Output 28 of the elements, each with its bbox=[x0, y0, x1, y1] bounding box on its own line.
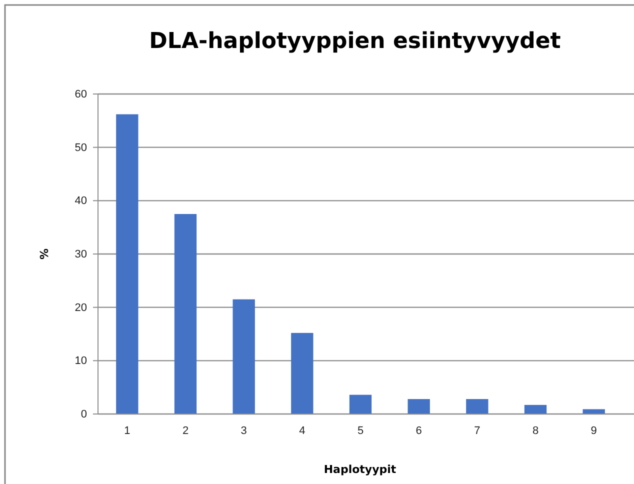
y-tick-label: 20 bbox=[74, 302, 87, 314]
y-tick-label: 60 bbox=[74, 88, 87, 101]
y-tick-label: 40 bbox=[74, 195, 87, 208]
y-tick-label: 0 bbox=[80, 408, 87, 421]
bar bbox=[524, 404, 547, 414]
bar bbox=[466, 399, 488, 414]
bar bbox=[116, 114, 138, 414]
x-tick-label: 8 bbox=[532, 424, 539, 437]
bar bbox=[174, 214, 197, 414]
bar bbox=[291, 332, 314, 414]
x-tick-label: 3 bbox=[240, 424, 247, 437]
bar bbox=[232, 299, 255, 414]
y-tick-label: 10 bbox=[74, 355, 87, 368]
x-tick-label: 7 bbox=[474, 424, 480, 437]
x-tick-label: 5 bbox=[357, 424, 364, 437]
y-axis-title: % bbox=[38, 248, 51, 260]
y-tick-label: 50 bbox=[74, 142, 87, 154]
y-tick-label: 30 bbox=[74, 248, 87, 261]
x-tick-label: 2 bbox=[182, 424, 189, 437]
x-tick-label: 6 bbox=[416, 424, 422, 437]
x-tick-label: 1 bbox=[124, 424, 130, 437]
bar bbox=[408, 399, 430, 414]
bar bbox=[349, 394, 372, 414]
x-axis-title: Haplotyypit bbox=[324, 463, 396, 476]
chart-title: DLA-haplotyyppien esiintyvyydet bbox=[149, 29, 562, 54]
bar bbox=[582, 409, 605, 414]
x-tick-label: 9 bbox=[590, 424, 597, 437]
x-tick-label: 4 bbox=[299, 424, 306, 437]
